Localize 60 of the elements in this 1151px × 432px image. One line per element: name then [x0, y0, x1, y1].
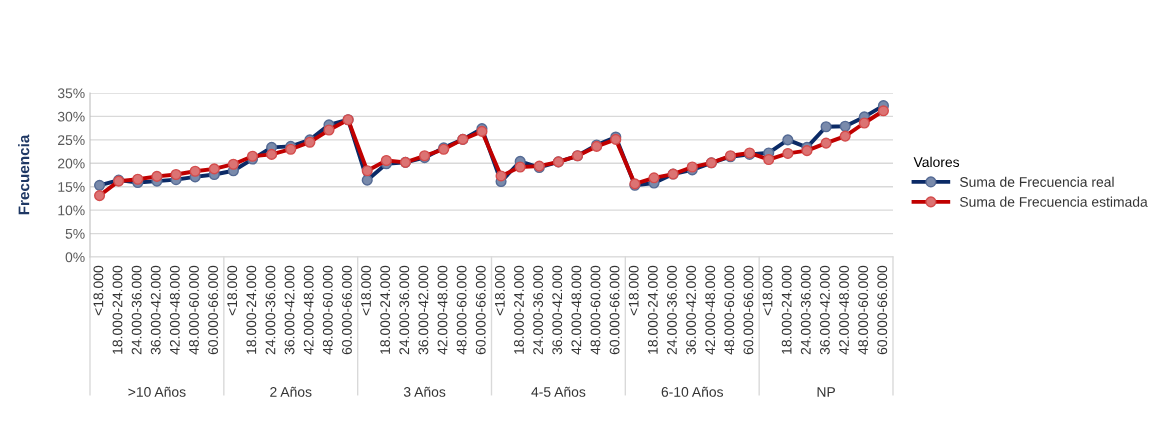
x-tick-label: 18.000-24.000: [246, 265, 257, 354]
y-axis-title: Frecuencia: [18, 134, 30, 215]
x-tick-label: 60.000-66.000: [208, 265, 218, 355]
x-tick-label: 18.000-24.000: [514, 265, 524, 354]
text: 2 Años: [270, 386, 312, 397]
x-tick-label: 24.000-36.000: [800, 265, 811, 355]
x-tick-label: <18.000: [494, 265, 505, 316]
x-tick-label: 48.000-60.000: [189, 265, 199, 355]
x-tick-label: <18.000: [361, 265, 371, 316]
x-tick-label: 48.000-60.000: [724, 265, 735, 355]
text: 4-5 Años: [531, 386, 586, 397]
legend-title: Valores: [913, 156, 960, 168]
x-tick-label: 48.000-60.000: [456, 265, 467, 355]
text: NP: [817, 387, 835, 397]
x-tick-label: 60.000-66.000: [877, 265, 888, 355]
y-tick-label: 0%: [65, 252, 85, 263]
x-tick-label: 42.000-48.000: [705, 265, 716, 355]
y-tick-label: 5%: [65, 228, 85, 239]
x-tick-label: 24.000-36.000: [399, 265, 410, 355]
text: >10 Años: [128, 386, 186, 397]
legend-label: Suma de Frecuencia real: [959, 176, 1114, 187]
x-tick-label: <18.000: [227, 265, 238, 316]
x-tick-label: 42.000-48.000: [571, 265, 582, 355]
x-tick-label: 36.000-42.000: [686, 265, 696, 355]
y-tick-label: 25%: [58, 135, 85, 146]
x-tick-label: <18.000: [628, 265, 639, 316]
x-tick-label: 24.000-36.000: [533, 265, 544, 355]
x-tick-label: 60.000-66.000: [475, 265, 486, 355]
x-tick-label: 48.000-60.000: [322, 265, 333, 355]
x-tick-label: 48.000-60.000: [858, 265, 869, 355]
legend-label: Suma de Frecuencia estimada: [959, 196, 1148, 207]
x-tick-label: 24.000-36.000: [131, 265, 142, 355]
x-tick-label: 24.000-36.000: [265, 265, 276, 355]
x-tick-label: 36.000-42.000: [552, 265, 563, 355]
x-tick-label: 60.000-66.000: [743, 265, 754, 355]
x-tick-label: 48.000-60.000: [590, 265, 601, 355]
x-tick-label: 60.000-66.000: [342, 265, 352, 355]
x-tick-label: 36.000-42.000: [150, 265, 161, 355]
x-tick-label: 18.000-24.000: [380, 265, 391, 354]
x-tick-label: 36.000-42.000: [418, 265, 429, 355]
x-tick-label: 18.000-24.000: [647, 265, 658, 354]
x-tick-label: 42.000-48.000: [303, 265, 314, 355]
y-tick-label: 30%: [57, 111, 85, 122]
x-tick-label: 42.000-48.000: [437, 265, 448, 355]
y-tick-label: 20%: [58, 158, 85, 169]
x-tick-label: 24.000-36.000: [667, 265, 677, 355]
x-tick-label: 42.000-48.000: [169, 265, 180, 355]
y-tick-label: 15%: [58, 182, 85, 192]
text: 3 Años: [403, 386, 446, 397]
x-tick-label: 18.000-24.000: [781, 265, 792, 354]
text: 6-10 Años: [661, 386, 724, 397]
y-tick-label: 35%: [57, 88, 85, 99]
y-tick-label: 10%: [58, 205, 85, 216]
x-tick-label: 18.000-24.000: [112, 265, 123, 354]
x-tick-label: 36.000-42.000: [284, 265, 295, 355]
x-tick-label: 60.000-66.000: [609, 265, 620, 355]
x-tick-label: 42.000-48.000: [839, 265, 849, 355]
x-tick-label: <18.000: [762, 265, 773, 316]
x-tick-label: 36.000-42.000: [819, 265, 830, 355]
x-tick-label: <18.000: [93, 265, 104, 316]
